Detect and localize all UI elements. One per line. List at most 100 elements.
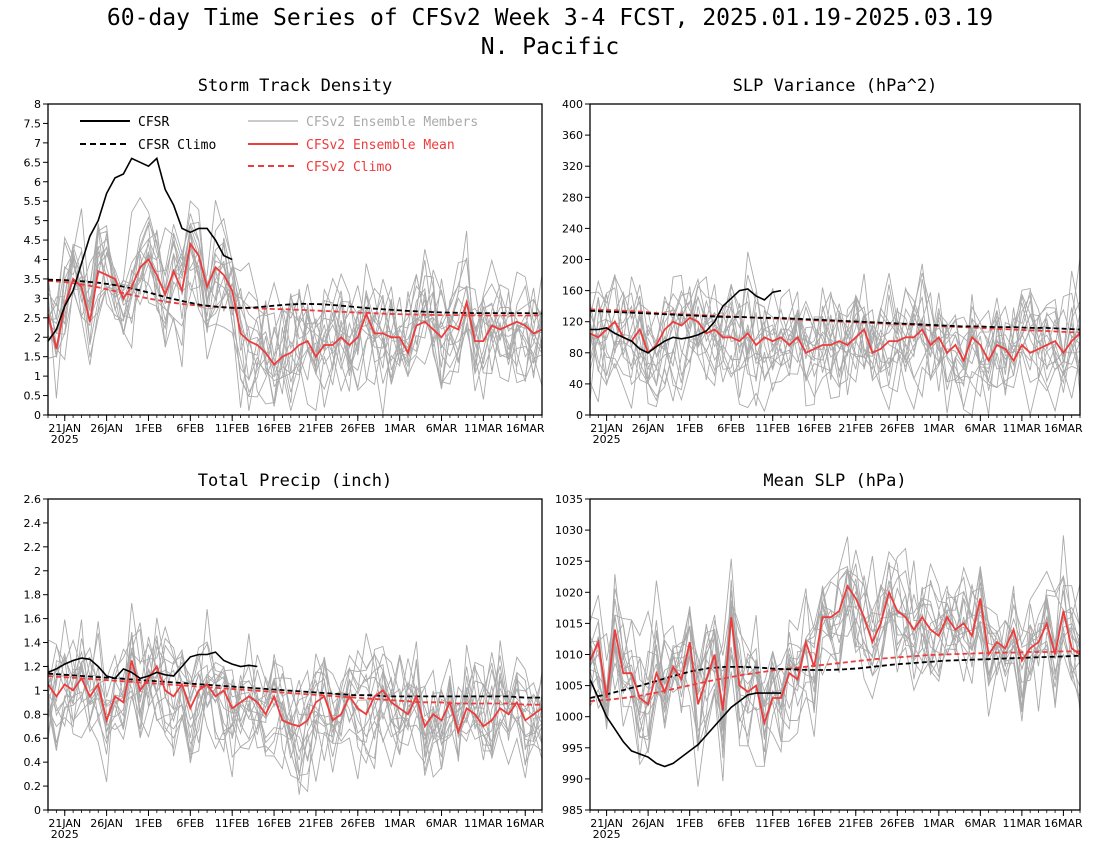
ensemble-member-line	[48, 221, 542, 394]
ensemble-member-line	[48, 216, 542, 384]
y-tick-label: 8	[34, 98, 41, 111]
y-tick-label: 3	[34, 292, 41, 305]
x-tick-label: 1MAR	[923, 817, 955, 830]
y-tick-label: 160	[562, 285, 583, 298]
y-tick-label: 1.5	[24, 351, 42, 364]
y-tick-label: 985	[562, 804, 583, 817]
y-tick-label: 4	[34, 254, 41, 267]
x-tick-label: 11FEB	[215, 422, 250, 435]
x-tick-label: 16FEB	[797, 422, 832, 435]
ensemble-mean-line	[48, 241, 542, 366]
y-tick-label: 1	[34, 370, 41, 383]
ensemble-member-line	[48, 246, 542, 404]
y-tick-label: 2.2	[24, 541, 42, 554]
x-tick-label: 16FEB	[797, 817, 832, 830]
y-tick-label: 1.6	[24, 613, 42, 626]
x-tick-label: 11MAR	[1003, 817, 1042, 830]
cfsr-line	[590, 288, 782, 354]
y-tick-label: 6	[34, 176, 41, 189]
y-tick-label: 40	[569, 378, 583, 391]
chart-panel: 985 990 995 1000 1005 1010 1015 1020 1025 1030 103…	[555, 471, 1083, 841]
y-tick-label: 120	[562, 316, 583, 329]
ensemble-member-line	[590, 570, 1080, 766]
y-tick-label: 0.2	[24, 780, 42, 793]
panel-title: Mean SLP (hPa)	[763, 471, 906, 491]
x-tick-label: 6MAR	[965, 817, 997, 830]
y-tick-label: 0.8	[24, 708, 42, 721]
x-tick-label: 16FEB	[257, 422, 292, 435]
ensemble-member-line	[48, 231, 542, 415]
figure-title: 60-day Time Series of CFSv2 Week 3-4 FCS…	[106, 5, 994, 31]
y-tick-label: 990	[562, 773, 583, 786]
ensemble-member-line	[590, 292, 1080, 409]
ensemble-member-line	[48, 196, 542, 398]
ensemble-member-line	[590, 272, 1080, 407]
x-tick-label: 21JAN	[590, 422, 623, 435]
legend-label-members: CFSv2 Ensemble Members	[306, 115, 478, 130]
legend-label-cfsr_climo: CFSR Climo	[138, 138, 216, 153]
y-tick-label: 2.6	[24, 493, 42, 506]
legend-label-cfsr: CFSR	[138, 115, 169, 130]
x-tick-label: 6FEB	[717, 422, 745, 435]
x-tick-label: 26FEB	[340, 817, 375, 830]
x-tick-label: 26FEB	[880, 817, 915, 830]
y-tick-label: 0	[34, 409, 41, 422]
y-tick-label: 200	[562, 254, 583, 267]
y-tick-label: 2	[34, 565, 41, 578]
y-tick-label: 3.5	[24, 273, 42, 286]
legend: CFSR CFSR Climo CFSv2 Ensemble Members CFSv…	[80, 115, 478, 175]
y-tick-label: 2.4	[24, 517, 42, 530]
y-tick-label: 400	[562, 98, 583, 111]
cfsv2-climo-line	[48, 280, 542, 317]
ensemble-member-line	[48, 633, 542, 761]
ensemble-member-line	[48, 241, 542, 398]
y-tick-label: 1030	[555, 524, 583, 537]
legend-label-ens_mean: CFSv2 Ensemble Mean	[306, 138, 455, 153]
cfsr-climo-line	[48, 672, 542, 699]
cfsr-line	[590, 679, 781, 768]
x-tick-label: 21FEB	[838, 817, 873, 830]
x-tick-label: 26JAN	[632, 422, 665, 435]
plot-frame	[47, 498, 543, 811]
ensemble-member-line	[48, 200, 542, 389]
ensemble-member-line	[48, 633, 542, 774]
x-tick-label: 11MAR	[464, 422, 503, 435]
x-year-label: 2025	[593, 433, 621, 446]
x-tick-label: 1FEB	[135, 817, 163, 830]
x-tick-label: 21FEB	[299, 422, 334, 435]
ensemble-member-line	[48, 652, 542, 781]
plot-area	[590, 251, 1080, 415]
y-tick-label: 1.2	[24, 660, 42, 673]
x-tick-label: 16MAR	[1044, 817, 1083, 830]
ensemble-member-line	[48, 622, 542, 752]
y-tick-label: 0.6	[24, 732, 42, 745]
x-tick-label: 21JAN	[48, 817, 81, 830]
x-tick-label: 26FEB	[880, 422, 915, 435]
chart-panel: 0 40 80 120 160 200 240 280 320 360 400 21JAN 26JAN 1…	[562, 76, 1083, 446]
cfsv2-climo-line	[590, 650, 1080, 702]
panel-title: SLP Variance (hPa^2)	[733, 76, 938, 96]
y-tick-label: 1015	[555, 617, 583, 630]
x-year-label: 2025	[593, 828, 621, 841]
x-tick-label: 6MAR	[965, 422, 997, 435]
y-tick-label: 360	[562, 129, 583, 142]
x-tick-label: 11MAR	[1003, 422, 1042, 435]
y-tick-label: 1020	[555, 586, 583, 599]
x-tick-label: 1FEB	[135, 422, 163, 435]
y-tick-label: 1000	[555, 711, 583, 724]
x-tick-label: 21JAN	[48, 422, 81, 435]
ensemble-mean-line	[590, 316, 1080, 363]
y-tick-label: 240	[562, 222, 583, 235]
y-tick-label: 4.5	[24, 234, 42, 247]
y-tick-label: 0	[576, 409, 583, 422]
y-tick-label: 1025	[555, 555, 583, 568]
x-tick-label: 1MAR	[384, 817, 416, 830]
y-tick-label: 1005	[555, 680, 583, 693]
cfsr-line	[48, 156, 233, 342]
figure-subtitle: N. Pacific	[480, 34, 620, 60]
plot-area	[48, 156, 542, 415]
x-tick-label: 16FEB	[257, 817, 292, 830]
cfsv2-climo-line	[48, 675, 542, 706]
y-tick-label: 5.5	[24, 195, 42, 208]
